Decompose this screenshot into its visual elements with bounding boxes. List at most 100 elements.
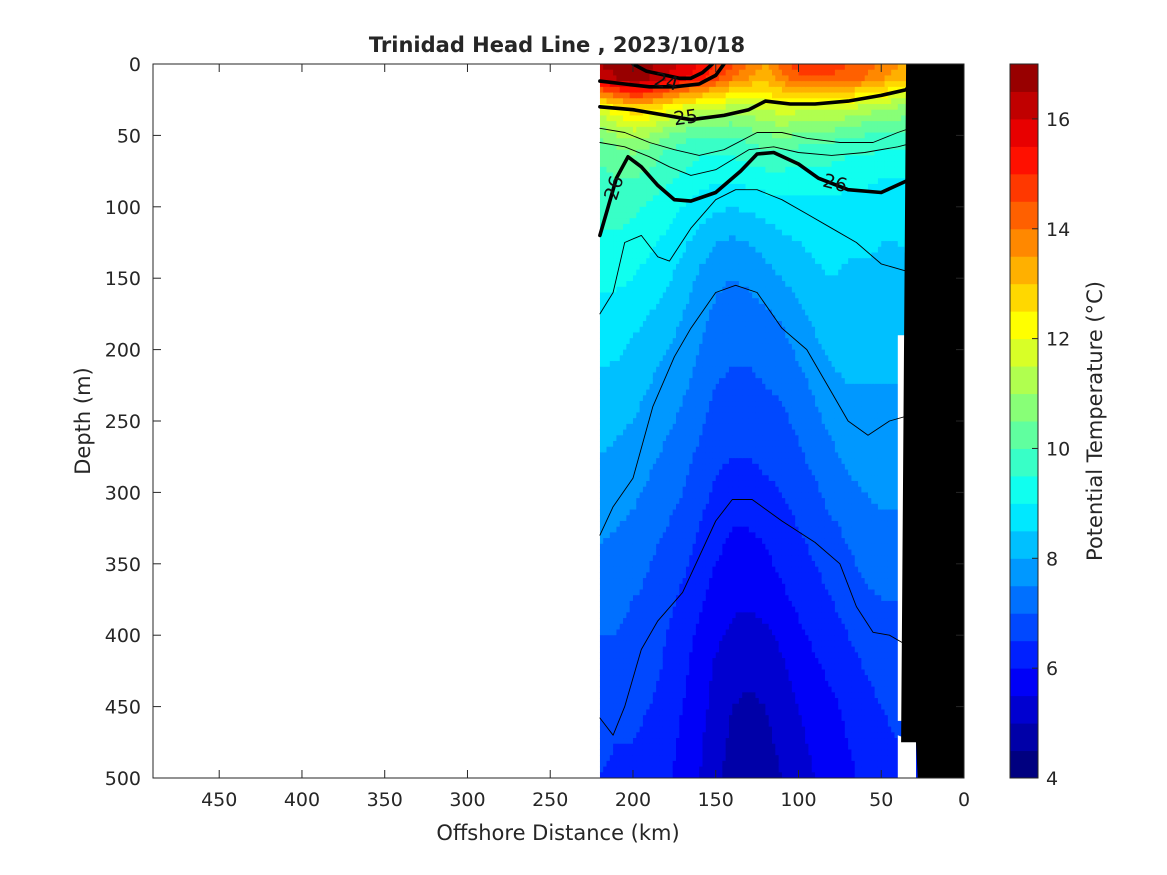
heatmap-cell [626,532,631,539]
heatmap-cell [662,772,667,778]
heatmap-cell [603,538,608,545]
heatmap-cell [603,286,608,294]
heatmap-cell [695,75,700,82]
heatmap-cell [652,469,657,476]
heatmap-cell [609,235,614,242]
heatmap-cell [649,606,654,613]
heatmap-cell [646,566,651,573]
heatmap-cell [689,646,694,653]
heatmap-cell [613,412,618,419]
heatmap-cell [685,235,690,242]
heatmap-cell [629,606,634,613]
heatmap-cell [629,543,634,551]
heatmap-cell [666,195,670,202]
heatmap-cell [672,463,677,471]
heatmap-cell [672,166,677,174]
heatmap-cell [672,406,677,414]
heatmap-cell [632,446,637,454]
heatmap-cell [606,195,611,202]
heatmap-cell [639,298,644,305]
heatmap-cell [679,555,684,562]
heatmap-cell [642,281,647,288]
heatmap-cell [652,275,657,282]
heatmap-cell [672,126,677,134]
heatmap-cell [676,229,680,236]
heatmap-cell [609,566,614,573]
heatmap-cell [695,189,700,196]
heatmap-cell [609,246,614,254]
heatmap-cell [685,458,690,465]
heatmap-cell [692,578,697,585]
heatmap-cell [603,258,608,265]
heatmap-cell [649,92,654,99]
heatmap-cell [656,469,661,476]
heatmap-cell [646,218,651,225]
heatmap-cell [649,349,654,356]
heatmap-cell [692,338,697,345]
heatmap-cell [679,121,684,128]
heatmap-cell [609,623,614,631]
heatmap-cell [685,549,690,556]
heatmap-cell [672,612,677,619]
heatmap-cell [626,98,631,105]
heatmap-cell [659,549,664,556]
heatmap-cell [649,149,654,156]
heatmap-cell [609,555,614,562]
heatmap-cell [606,480,611,488]
heatmap-cell [679,589,684,596]
heatmap-cell [646,155,651,162]
heatmap-cell [679,383,684,391]
heatmap-cell [652,149,657,156]
heatmap-cell [679,143,684,151]
heatmap-cell [662,178,667,185]
heatmap-cell [685,298,690,305]
heatmap-cell [666,526,670,533]
heatmap-cell [669,206,674,214]
heatmap-cell [646,675,651,682]
heatmap-cell [619,440,624,448]
heatmap-cell [659,298,664,305]
heatmap-cell [606,618,611,625]
heatmap-cell [652,629,657,636]
heatmap-cell [659,675,664,682]
heatmap-cell [666,646,670,653]
heatmap-cell [652,640,657,648]
heatmap-cell [646,332,651,339]
heatmap-cell [652,738,657,745]
heatmap-cell [609,458,614,465]
heatmap-cell [656,189,661,196]
heatmap-cell [682,435,687,442]
heatmap-cell [606,212,611,219]
heatmap-cell [662,640,667,648]
heatmap-cell [679,538,684,545]
heatmap-cell [636,692,641,699]
heatmap-cell [685,675,690,682]
heatmap-cell [629,138,634,145]
heatmap-cell [672,515,677,522]
heatmap-cell [646,709,651,716]
heatmap-cell [695,143,700,151]
heatmap-cell [603,606,608,613]
heatmap-cell [636,446,641,454]
heatmap-cell [639,98,644,105]
heatmap-cell [659,640,664,648]
heatmap-cell [616,383,621,391]
heatmap-cell [659,703,664,711]
heatmap-cell [613,526,618,533]
heatmap-cell [619,686,624,693]
heatmap-cell [656,629,661,636]
heatmap-cell [613,503,618,511]
heatmap-cell [646,629,651,636]
heatmap-cell [662,258,667,265]
heatmap-cell [672,183,677,191]
heatmap-cell [639,258,644,265]
heatmap-cell [613,589,618,596]
heatmap-cell [679,309,684,316]
heatmap-cell [606,263,611,271]
heatmap-cell [616,612,621,619]
heatmap-cell [666,132,670,139]
heatmap-cell [636,172,641,179]
heatmap-cell [682,669,687,676]
heatmap-cell [662,532,667,539]
heatmap-cell [642,229,647,236]
